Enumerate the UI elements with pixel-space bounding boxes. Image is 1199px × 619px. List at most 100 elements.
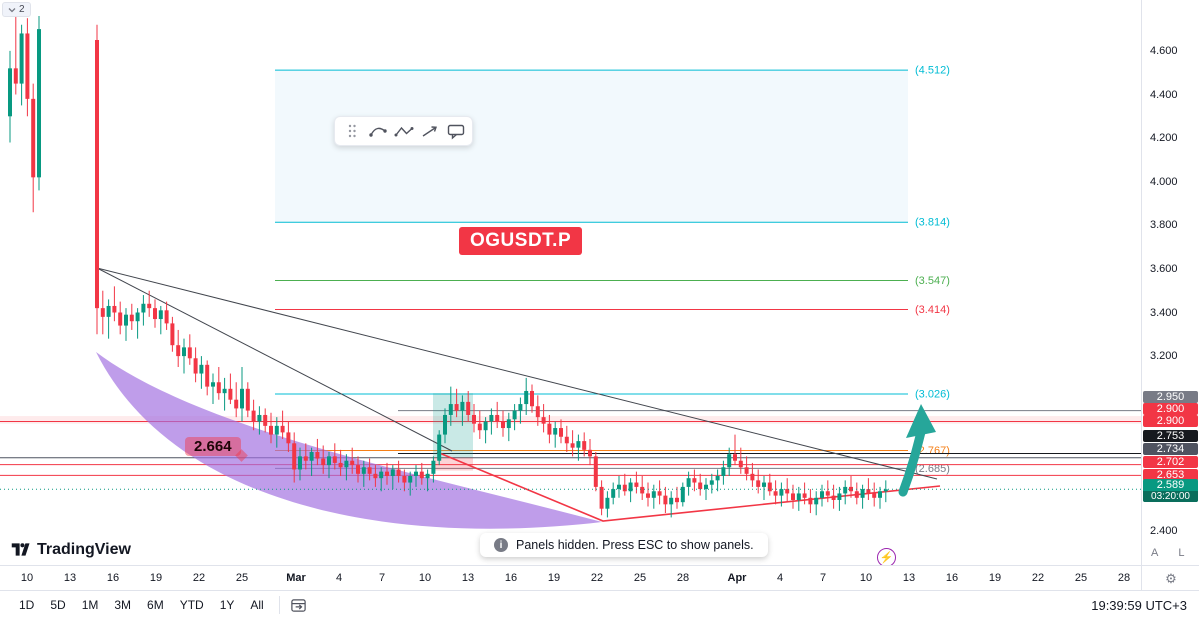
resistance-zone	[0, 416, 1141, 424]
candle-body	[617, 484, 621, 490]
toolbar-polyline-tool[interactable]	[391, 120, 416, 142]
price-tick: 3.600	[1150, 262, 1178, 275]
candle-body	[408, 476, 413, 483]
candle-body	[773, 491, 778, 496]
candle-body	[164, 310, 169, 324]
candle-body	[153, 308, 157, 320]
lightning-boost-icon[interactable]: ⚡	[877, 548, 896, 567]
candle-body	[709, 480, 714, 485]
candle-body	[205, 364, 210, 387]
go-to-date-button[interactable]	[288, 595, 309, 616]
bar-countdown: 03:20:00	[1143, 491, 1198, 502]
candle-body	[640, 486, 645, 494]
candle-body	[680, 486, 685, 503]
gear-icon[interactable]: ⚙	[1165, 570, 1177, 586]
candle-body	[651, 491, 656, 498]
candle-body	[425, 473, 430, 479]
fib-level-label: (3.026)	[915, 389, 950, 401]
range-all[interactable]: All	[243, 595, 270, 615]
curve-tool-icon	[368, 127, 387, 137]
candle-body	[25, 33, 30, 99]
candle-body	[605, 497, 610, 509]
candle-body	[327, 456, 331, 466]
range-1y[interactable]: 1Y	[213, 595, 242, 615]
candle-body	[593, 456, 598, 487]
tradingview-logo[interactable]: TradingView	[10, 539, 131, 560]
price-tick: 4.400	[1150, 88, 1178, 101]
candle-body	[831, 495, 836, 500]
candle-body	[373, 473, 378, 479]
candle-body	[796, 493, 801, 500]
candle-body	[385, 471, 389, 476]
auto-scale-button[interactable]: A	[1151, 547, 1159, 559]
candle-body	[315, 452, 320, 459]
candle-body	[559, 428, 563, 437]
purple-crescent-drawing	[96, 352, 602, 529]
candle-body	[390, 469, 395, 476]
candle-body	[738, 460, 743, 468]
log-scale-button[interactable]: L	[1178, 547, 1185, 559]
candlestick-chart: (4.512)(3.814)(3.547)(3.414)(3.026)(2.76…	[0, 11, 1141, 529]
candle-body	[187, 347, 192, 359]
time-label: 19	[988, 572, 1002, 584]
time-axis[interactable]: 10 13 16 19 22 25 Mar 4 7 10 13 16 19 22 25 28 Apr 4 7 10 13…	[0, 565, 1141, 591]
arrow-tool-icon	[422, 126, 437, 137]
trendline	[96, 267, 938, 480]
price-line-badge: 2.950	[1143, 391, 1198, 403]
candle-body	[263, 414, 268, 426]
candle-body	[785, 489, 790, 494]
range-5d[interactable]: 5D	[43, 595, 72, 615]
candle-body	[361, 467, 366, 474]
candle-body	[158, 310, 163, 320]
time-label: 16	[945, 572, 959, 584]
toolbar-curve-tool[interactable]	[365, 120, 390, 142]
drag-handle-icon	[348, 124, 356, 138]
candle-body	[367, 467, 372, 474]
range-6m[interactable]: 6M	[140, 595, 171, 615]
candle-body	[704, 484, 708, 490]
candle-body	[443, 414, 447, 435]
candle-body	[176, 345, 181, 357]
candle-body	[477, 423, 482, 431]
time-label: Mar	[286, 572, 306, 584]
range-1d[interactable]: 1D	[12, 595, 41, 615]
range-ytd[interactable]: YTD	[173, 595, 211, 615]
candle-body	[472, 414, 476, 424]
price-line-badge: 2.702	[1143, 456, 1198, 468]
range-1m[interactable]: 1M	[75, 595, 106, 615]
time-label: 10	[20, 572, 34, 584]
price-callout-label[interactable]: 2.664	[185, 437, 248, 462]
candle-body	[854, 491, 859, 498]
time-label: 25	[235, 572, 249, 584]
toolbar-drag-handle[interactable]	[339, 120, 364, 142]
toast-text: Panels hidden. Press ESC to show panels.	[516, 538, 754, 552]
polyline-tool-icon	[394, 126, 413, 137]
drawing-toolbar[interactable]	[334, 116, 473, 146]
ticker-watermark-label[interactable]: OGUSDT.P	[459, 227, 583, 255]
candle-body	[338, 462, 343, 468]
candle-body	[431, 460, 436, 474]
toolbar-arrow-tool[interactable]	[417, 120, 442, 142]
candle-body	[622, 484, 627, 492]
fib-band	[275, 70, 908, 223]
price-tick: 4.000	[1150, 175, 1178, 188]
clock[interactable]: 19:39:59 UTC+3	[1091, 597, 1187, 613]
fib-level-label: (3.814)	[915, 217, 950, 229]
candle-body	[698, 482, 703, 490]
candle-body	[118, 312, 123, 326]
candle-body	[419, 471, 424, 479]
legend-collapsed[interactable]: 2	[2, 2, 31, 17]
range-3m[interactable]: 3M	[107, 595, 138, 615]
chart-pane[interactable]: (4.512) (3.814) (3.547) (3.414) (3.026) (2.76…	[0, 0, 1141, 567]
candle-body	[251, 410, 256, 422]
candle-body	[883, 489, 888, 492]
candle-body	[721, 467, 726, 476]
candle-body	[663, 495, 668, 505]
candle-body	[245, 388, 250, 411]
time-label: 13	[461, 572, 475, 584]
candle-body	[634, 482, 639, 487]
fib-level-label: (2.685)	[915, 463, 950, 475]
toolbar-callout-tool[interactable]	[443, 120, 468, 142]
candle-body	[100, 308, 105, 317]
